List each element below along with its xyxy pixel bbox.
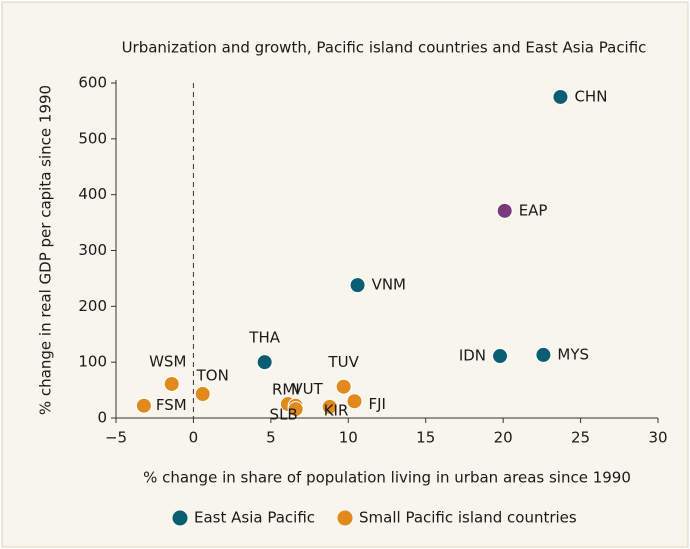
point-label: KIR: [324, 401, 349, 419]
x-tick-label: 30: [648, 429, 667, 447]
point-label: CHN: [574, 87, 607, 105]
point: [496, 202, 513, 219]
point: [163, 375, 180, 392]
point: [552, 88, 569, 105]
point: [256, 354, 273, 371]
y-tick-label: 300: [78, 241, 107, 259]
point: [287, 401, 304, 418]
x-tick-label: 15: [416, 429, 435, 447]
point-label: SLB: [270, 406, 298, 424]
legend-label: East Asia Pacific: [194, 509, 315, 527]
point: [194, 385, 211, 402]
legend-marker: [172, 510, 188, 526]
y-tick-label: 500: [78, 129, 107, 147]
point-label: VUT: [292, 380, 323, 398]
point-label: TUV: [327, 353, 359, 371]
x-tick-label: 20: [494, 429, 513, 447]
point: [349, 277, 366, 294]
x-tick-label: 25: [571, 429, 590, 447]
point-label: FJI: [368, 395, 385, 413]
point: [492, 348, 509, 365]
x-tick-label: 10: [339, 429, 358, 447]
y-tick-label: 200: [78, 297, 107, 315]
point: [346, 393, 363, 410]
point: [335, 378, 352, 395]
y-tick-label: 400: [78, 185, 107, 203]
x-axis-label: % change in share of population living i…: [143, 469, 631, 487]
point-label: FSM: [156, 396, 187, 414]
point-label: WSM: [149, 352, 186, 370]
chart-title: Urbanization and growth, Pacific island …: [122, 39, 647, 57]
point: [321, 398, 338, 415]
legend-label: Small Pacific island countries: [359, 509, 577, 527]
point-label: MYS: [557, 345, 589, 363]
legend-marker: [337, 510, 353, 526]
y-tick-label: 600: [78, 74, 107, 92]
point-label: IDN: [459, 347, 486, 365]
point: [535, 346, 552, 363]
point-label: EAP: [519, 201, 548, 219]
point-label: THA: [248, 329, 280, 347]
y-axis-label: % change in real GDP per capita since 19…: [37, 85, 55, 415]
point: [135, 397, 152, 414]
y-tick-label: 100: [78, 353, 107, 371]
x-tick-label: −5: [105, 429, 127, 447]
x-tick-label: 0: [189, 429, 199, 447]
x-tick-label: 5: [266, 429, 276, 447]
y-tick-label: 0: [97, 409, 107, 427]
point-label: TON: [196, 366, 229, 384]
point-label: RMI: [272, 381, 300, 399]
point-label: VNM: [372, 276, 406, 294]
